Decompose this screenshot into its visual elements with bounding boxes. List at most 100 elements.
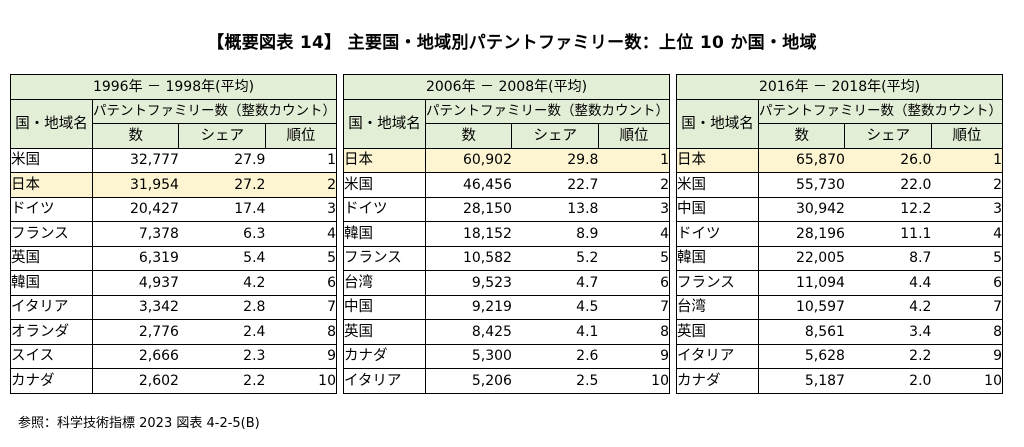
country-column-header: 国・地域名	[10, 98, 93, 149]
share-value: 8.7	[844, 245, 932, 271]
table-row: 英国 6,319 5.4 5	[10, 245, 338, 271]
patent-family-count: 31,954	[92, 172, 179, 198]
share-value: 13.8	[511, 196, 599, 222]
table-row: フランス 7,378 6.3 4	[10, 221, 338, 247]
table-row: 米国 46,456 22.7 2	[343, 172, 671, 198]
share-value: 22.0	[844, 172, 932, 198]
patent-family-count: 2,602	[92, 368, 179, 394]
country-name: 韓国	[343, 221, 426, 247]
rank-value: 3	[598, 196, 671, 222]
ranking-tables: 1996年 － 1998年(平均) 国・地域名 パテントファミリー数（整数カウント）…	[10, 74, 1014, 394]
table-row: カナダ 5,187 2.0 10	[676, 368, 1004, 394]
rank-value: 1	[265, 147, 338, 173]
rank-value: 8	[598, 319, 671, 345]
patent-family-count: 7,378	[92, 221, 179, 247]
patent-family-count: 2,666	[92, 343, 179, 369]
share-value: 12.2	[844, 196, 932, 222]
share-value: 8.9	[511, 221, 599, 247]
patent-family-count: 5,628	[758, 343, 845, 369]
country-name: 韓国	[10, 270, 93, 296]
rank-value: 7	[265, 294, 338, 320]
patent-family-count: 18,152	[425, 221, 512, 247]
count-column-header: 数	[424, 123, 513, 149]
table-row: 英国 8,425 4.1 8	[343, 319, 671, 345]
rank-value: 6	[265, 270, 338, 296]
rank-value: 5	[265, 245, 338, 271]
ranking-table-2016-2018: 2016年 － 2018年(平均) 国・地域名 パテントファミリー数（整数カウント）…	[676, 74, 1004, 394]
rank-value: 4	[931, 221, 1004, 247]
country-name: 日本	[676, 147, 759, 173]
period-header: 2006年 － 2008年(平均)	[343, 74, 670, 100]
table-row: ドイツ 28,150 13.8 3	[343, 196, 671, 222]
country-name: 台湾	[676, 294, 759, 320]
rank-value: 10	[598, 368, 671, 394]
rank-value: 2	[931, 172, 1004, 198]
patent-family-count-header: パテントファミリー数（整数カウント）	[92, 98, 337, 124]
share-value: 5.2	[511, 245, 599, 271]
rank-value: 4	[598, 221, 671, 247]
country-name: フランス	[10, 221, 93, 247]
patent-family-count-header: パテントファミリー数（整数カウント）	[425, 98, 670, 124]
country-name: 中国	[676, 196, 759, 222]
rank-value: 9	[931, 343, 1004, 369]
patent-family-count: 4,937	[92, 270, 179, 296]
table-row: 日本 60,902 29.8 1	[343, 147, 671, 173]
patent-family-count: 46,456	[425, 172, 512, 198]
country-name: 米国	[343, 172, 426, 198]
rank-value: 5	[598, 245, 671, 271]
share-value: 4.2	[844, 294, 932, 320]
rank-value: 9	[598, 343, 671, 369]
rank-value: 7	[598, 294, 671, 320]
share-value: 4.7	[511, 270, 599, 296]
share-value: 17.4	[178, 196, 266, 222]
table-row: イタリア 5,628 2.2 9	[676, 343, 1004, 369]
table-row: フランス 11,094 4.4 6	[676, 270, 1004, 296]
rank-value: 6	[598, 270, 671, 296]
patent-family-count: 5,206	[425, 368, 512, 394]
country-name: 米国	[676, 172, 759, 198]
country-column-header: 国・地域名	[676, 98, 759, 149]
country-name: イタリア	[10, 294, 93, 320]
table-row: カナダ 5,300 2.6 9	[343, 343, 671, 369]
rank-value: 8	[265, 319, 338, 345]
country-name: 英国	[343, 319, 426, 345]
patent-family-count: 9,219	[425, 294, 512, 320]
patent-family-count-header: パテントファミリー数（整数カウント）	[758, 98, 1003, 124]
rank-value: 8	[931, 319, 1004, 345]
table-row: フランス 10,582 5.2 5	[343, 245, 671, 271]
share-value: 6.3	[178, 221, 266, 247]
share-value: 4.5	[511, 294, 599, 320]
period-header: 1996年 － 1998年(平均)	[10, 74, 337, 100]
share-value: 27.2	[178, 172, 266, 198]
share-value: 2.6	[511, 343, 599, 369]
count-column-header: 数	[757, 123, 846, 149]
rank-value: 4	[265, 221, 338, 247]
country-name: ドイツ	[343, 196, 426, 222]
table-row: 台湾 10,597 4.2 7	[676, 294, 1004, 320]
rank-value: 10	[265, 368, 338, 394]
country-name: 米国	[10, 147, 93, 173]
country-name: ドイツ	[676, 221, 759, 247]
patent-family-count: 30,942	[758, 196, 845, 222]
table-row: 日本 31,954 27.2 2	[10, 172, 338, 198]
table-row: ドイツ 20,427 17.4 3	[10, 196, 338, 222]
table-row: オランダ 2,776 2.4 8	[10, 319, 338, 345]
table-row: 米国 32,777 27.9 1	[10, 147, 338, 173]
share-column-header: シェア	[844, 123, 932, 149]
patent-family-count: 2,776	[92, 319, 179, 345]
table-row: スイス 2,666 2.3 9	[10, 343, 338, 369]
country-name: イタリア	[676, 343, 759, 369]
patent-family-count: 22,005	[758, 245, 845, 271]
share-value: 27.9	[178, 147, 266, 173]
table-row: イタリア 3,342 2.8 7	[10, 294, 338, 320]
patent-family-count: 11,094	[758, 270, 845, 296]
table-row: 韓国 18,152 8.9 4	[343, 221, 671, 247]
country-name: イタリア	[343, 368, 426, 394]
share-value: 11.1	[844, 221, 932, 247]
country-name: フランス	[676, 270, 759, 296]
page-title: 【概要図表 14】 主要国・地域別パテントファミリー数：上位 10 か国・地域	[207, 33, 817, 53]
rank-value: 1	[598, 147, 671, 173]
share-value: 29.8	[511, 147, 599, 173]
patent-family-count: 65,870	[758, 147, 845, 173]
rank-value: 3	[265, 196, 338, 222]
